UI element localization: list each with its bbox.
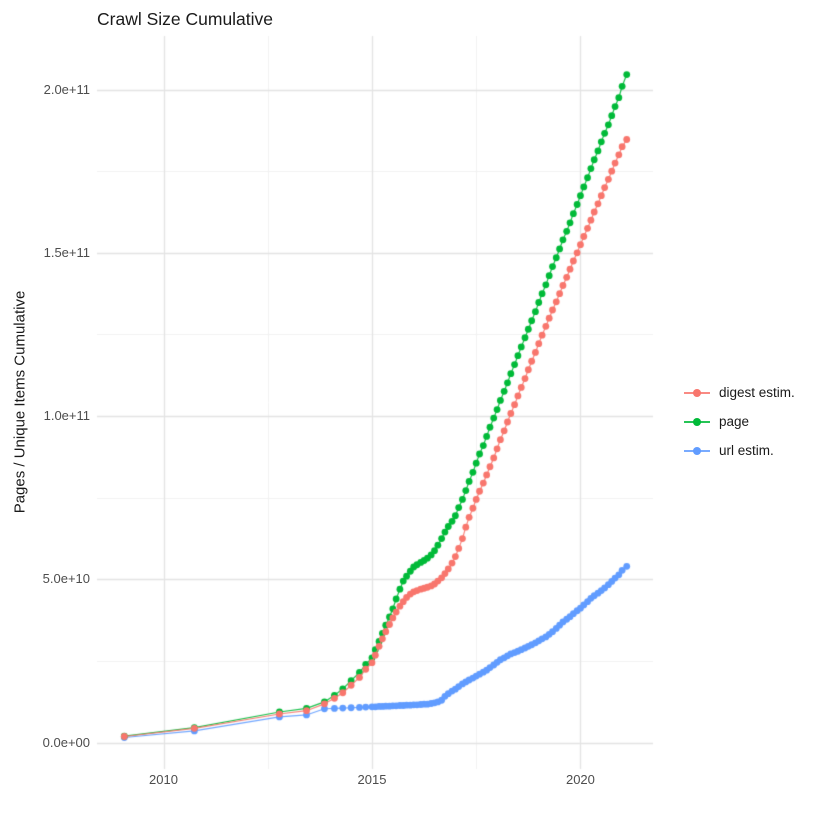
y-axis-title: Pages / Unique Items Cumulative: [11, 290, 29, 514]
y-tick-label-0: 0.0e+00: [42, 734, 90, 750]
legend-label: digest estim.: [719, 385, 795, 400]
legend-dot-icon: [693, 446, 701, 455]
y-tick-label-1: 5.0e+10: [42, 571, 90, 587]
legend-label: page: [719, 414, 750, 429]
x-tick-label-0: 2010: [149, 772, 178, 787]
legend-key: [684, 385, 710, 401]
legend-key: [684, 414, 710, 430]
legend-dot-icon: [693, 388, 701, 397]
legend-item-page: page: [684, 407, 795, 436]
legend-item-digest: digest estim.: [684, 378, 795, 407]
y-tick-label-2: 1.0e+11: [43, 408, 90, 424]
legend-label: url estim.: [719, 443, 774, 458]
x-tick-label-2: 2020: [565, 772, 595, 787]
legend-key: [684, 443, 710, 459]
legend-dot-icon: [693, 417, 701, 426]
legend-item-url: url estim.: [684, 436, 795, 465]
legend: digest estim. page url estim.: [684, 378, 795, 465]
y-tick-label-3: 1.5e+11: [43, 244, 90, 260]
x-tick-label-1: 2015: [357, 772, 387, 787]
plot-title: Crawl Size Cumulative: [97, 9, 274, 29]
y-tick-label-4: 2.0e+11: [43, 81, 90, 97]
